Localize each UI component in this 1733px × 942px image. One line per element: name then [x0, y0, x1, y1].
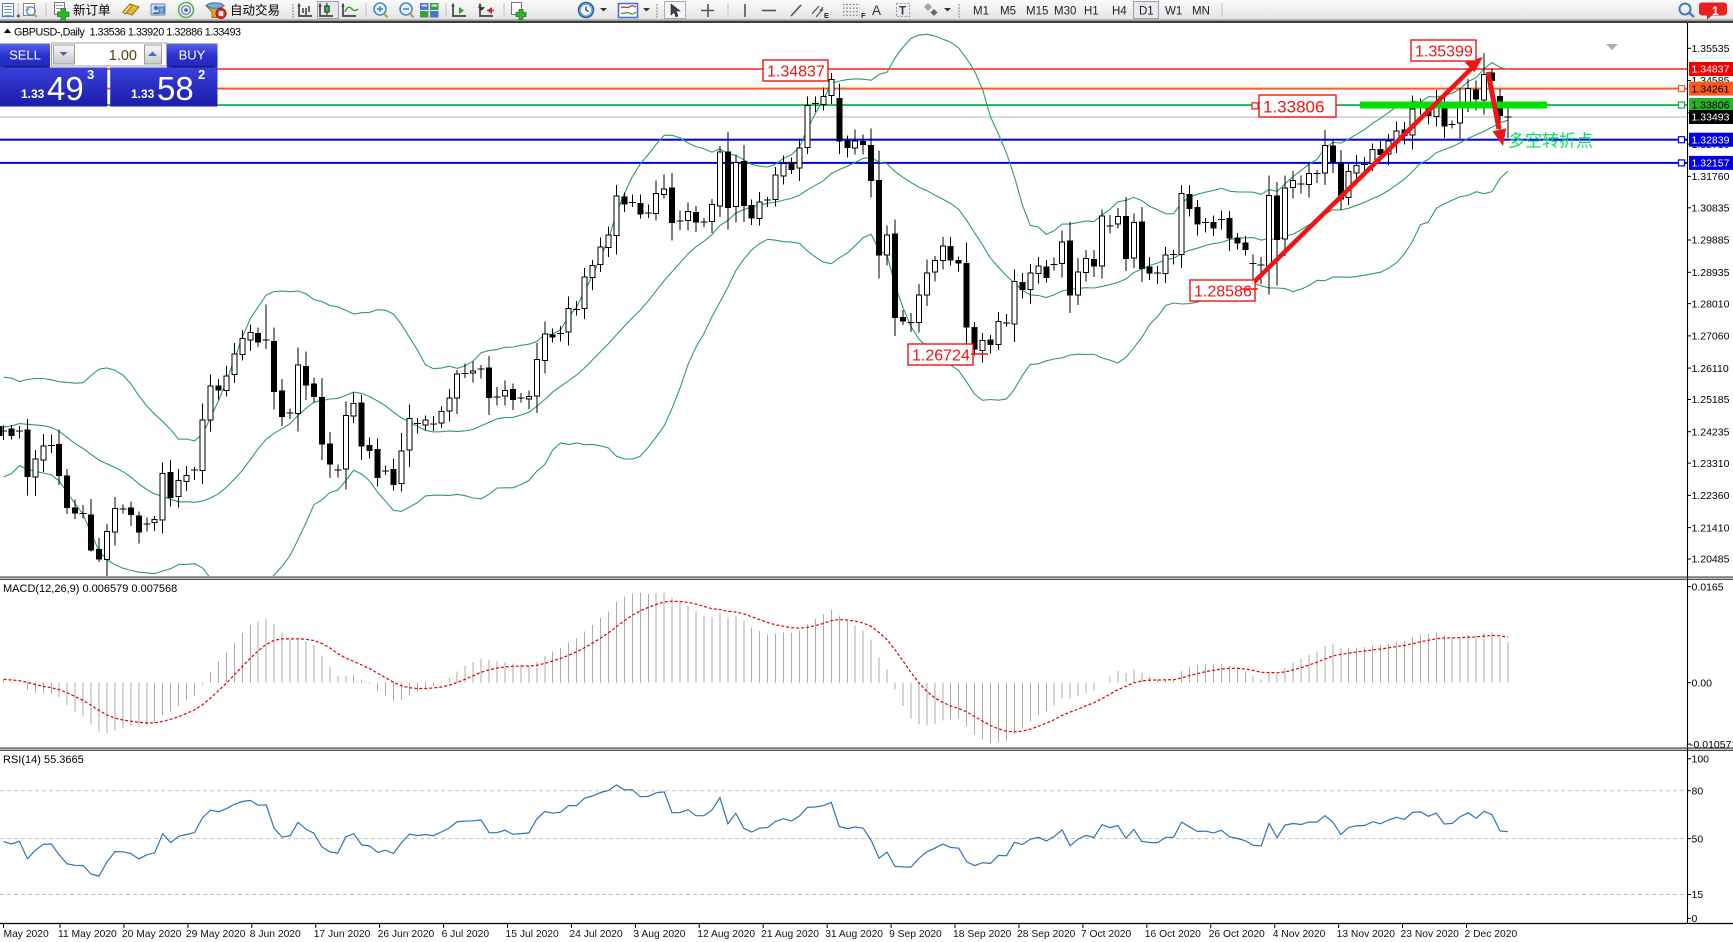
svg-text:新订单: 新订单: [73, 3, 111, 18]
svg-text:1.33806: 1.33806: [1692, 100, 1730, 112]
svg-text:A: A: [872, 3, 881, 18]
svg-text:29 May 2020: 29 May 2020: [186, 929, 246, 940]
svg-text:1.26724: 1.26724: [912, 348, 970, 365]
svg-text:MACD(12,26,9) 0.006579 0.00756: MACD(12,26,9) 0.006579 0.007568: [3, 583, 177, 595]
svg-text:1.28010: 1.28010: [1692, 298, 1730, 310]
svg-text:1.23310: 1.23310: [1692, 458, 1730, 470]
svg-text:1.21410: 1.21410: [1692, 522, 1730, 534]
svg-text:13 Nov 2020: 13 Nov 2020: [1337, 929, 1396, 940]
svg-text:M15: M15: [1026, 6, 1048, 18]
svg-text:21 Aug 2020: 21 Aug 2020: [761, 929, 819, 940]
svg-text:1.33493: 1.33493: [1692, 112, 1730, 124]
svg-text:17 Jun 2020: 17 Jun 2020: [314, 929, 371, 940]
svg-text:2: 2: [198, 67, 205, 82]
svg-text:W1: W1: [1165, 6, 1182, 18]
svg-text:8 Jun 2020: 8 Jun 2020: [250, 929, 301, 940]
svg-text:12 Aug 2020: 12 Aug 2020: [697, 929, 755, 940]
svg-text:26 Oct 2020: 26 Oct 2020: [1209, 929, 1265, 940]
svg-text:1.34837: 1.34837: [767, 64, 825, 81]
svg-text:3: 3: [87, 67, 94, 82]
svg-text:1.00: 1.00: [109, 48, 137, 64]
svg-text:58: 58: [157, 70, 194, 107]
svg-text:H1: H1: [1084, 6, 1099, 18]
svg-text:1: 1: [1712, 4, 1719, 18]
svg-text:T: T: [899, 6, 906, 18]
svg-text:6 Jul 2020: 6 Jul 2020: [442, 929, 490, 940]
svg-text:1.25185: 1.25185: [1692, 394, 1730, 406]
svg-text:4 Nov 2020: 4 Nov 2020: [1273, 929, 1326, 940]
svg-text:26 Jun 2020: 26 Jun 2020: [378, 929, 435, 940]
svg-text:31 Aug 2020: 31 Aug 2020: [825, 929, 883, 940]
svg-text:28 Sep 2020: 28 Sep 2020: [1017, 929, 1076, 940]
svg-text:E: E: [824, 11, 829, 20]
svg-text:0.0165: 0.0165: [1692, 581, 1724, 593]
svg-text:1.29885: 1.29885: [1692, 235, 1730, 247]
svg-text:15: 15: [1692, 889, 1704, 901]
svg-text:H4: H4: [1112, 6, 1127, 18]
svg-text:16 Oct 2020: 16 Oct 2020: [1145, 929, 1201, 940]
svg-text:1.32839: 1.32839: [1692, 134, 1730, 146]
svg-text:1.33: 1.33: [131, 87, 155, 101]
svg-text:1.26110: 1.26110: [1692, 363, 1729, 375]
svg-text:1.34261: 1.34261: [1692, 83, 1730, 95]
svg-text:1.28935: 1.28935: [1692, 267, 1730, 279]
svg-text:20 May 2020: 20 May 2020: [122, 929, 182, 940]
svg-text:1.31760: 1.31760: [1692, 171, 1730, 183]
svg-text:3 Aug 2020: 3 Aug 2020: [633, 929, 685, 940]
svg-text:24 Jul 2020: 24 Jul 2020: [569, 929, 623, 940]
svg-text:100: 100: [1692, 754, 1710, 766]
svg-text:GBPUSD-,Daily 1.33536 1.33920: GBPUSD-,Daily 1.33536 1.33920 1.32886 1.…: [14, 27, 241, 39]
svg-text:1.28586: 1.28586: [1194, 284, 1252, 301]
svg-text:1.34837: 1.34837: [1692, 64, 1730, 76]
svg-text:1.20485: 1.20485: [1692, 554, 1730, 566]
svg-text:49: 49: [47, 70, 84, 107]
svg-text:M30: M30: [1054, 6, 1076, 18]
svg-text:F: F: [861, 11, 866, 20]
svg-text:BUY: BUY: [179, 48, 206, 63]
svg-text:自动交易: 自动交易: [230, 3, 280, 18]
svg-text:M5: M5: [1000, 6, 1016, 18]
svg-text:2 Dec 2020: 2 Dec 2020: [1465, 929, 1518, 940]
svg-text:0.00: 0.00: [1692, 677, 1713, 689]
svg-text:23 Nov 2020: 23 Nov 2020: [1401, 929, 1460, 940]
svg-text:18 Sep 2020: 18 Sep 2020: [953, 929, 1012, 940]
svg-text:1.22360: 1.22360: [1692, 490, 1730, 502]
svg-text:M1: M1: [973, 6, 989, 18]
svg-text:0: 0: [1692, 913, 1698, 925]
svg-text:1.35535: 1.35535: [1692, 43, 1730, 55]
svg-text:80: 80: [1692, 785, 1704, 797]
svg-text:D1: D1: [1139, 6, 1154, 18]
svg-text:1.27060: 1.27060: [1692, 331, 1730, 343]
svg-text:May 2020: May 2020: [4, 929, 49, 940]
svg-text:1.24235: 1.24235: [1692, 426, 1730, 438]
svg-text:1.35399: 1.35399: [1415, 44, 1473, 61]
svg-text:1.30835: 1.30835: [1692, 203, 1730, 215]
svg-text:1.32157: 1.32157: [1692, 158, 1730, 170]
svg-text:7 Oct 2020: 7 Oct 2020: [1081, 929, 1132, 940]
svg-text:11 May 2020: 11 May 2020: [58, 929, 117, 940]
svg-text:50: 50: [1692, 833, 1704, 845]
svg-text:-0.010571: -0.010571: [1690, 739, 1733, 751]
svg-text:多空转折点: 多空转折点: [1508, 132, 1593, 151]
svg-text:15 Jul 2020: 15 Jul 2020: [506, 929, 560, 940]
svg-text:1.33: 1.33: [21, 87, 45, 101]
svg-text:SELL: SELL: [9, 48, 41, 63]
svg-text:RSI(14) 55.3665: RSI(14) 55.3665: [3, 754, 84, 766]
svg-text:9 Sep 2020: 9 Sep 2020: [889, 929, 942, 940]
svg-text:MN: MN: [1192, 6, 1210, 18]
svg-text:1.33806: 1.33806: [1263, 98, 1324, 117]
